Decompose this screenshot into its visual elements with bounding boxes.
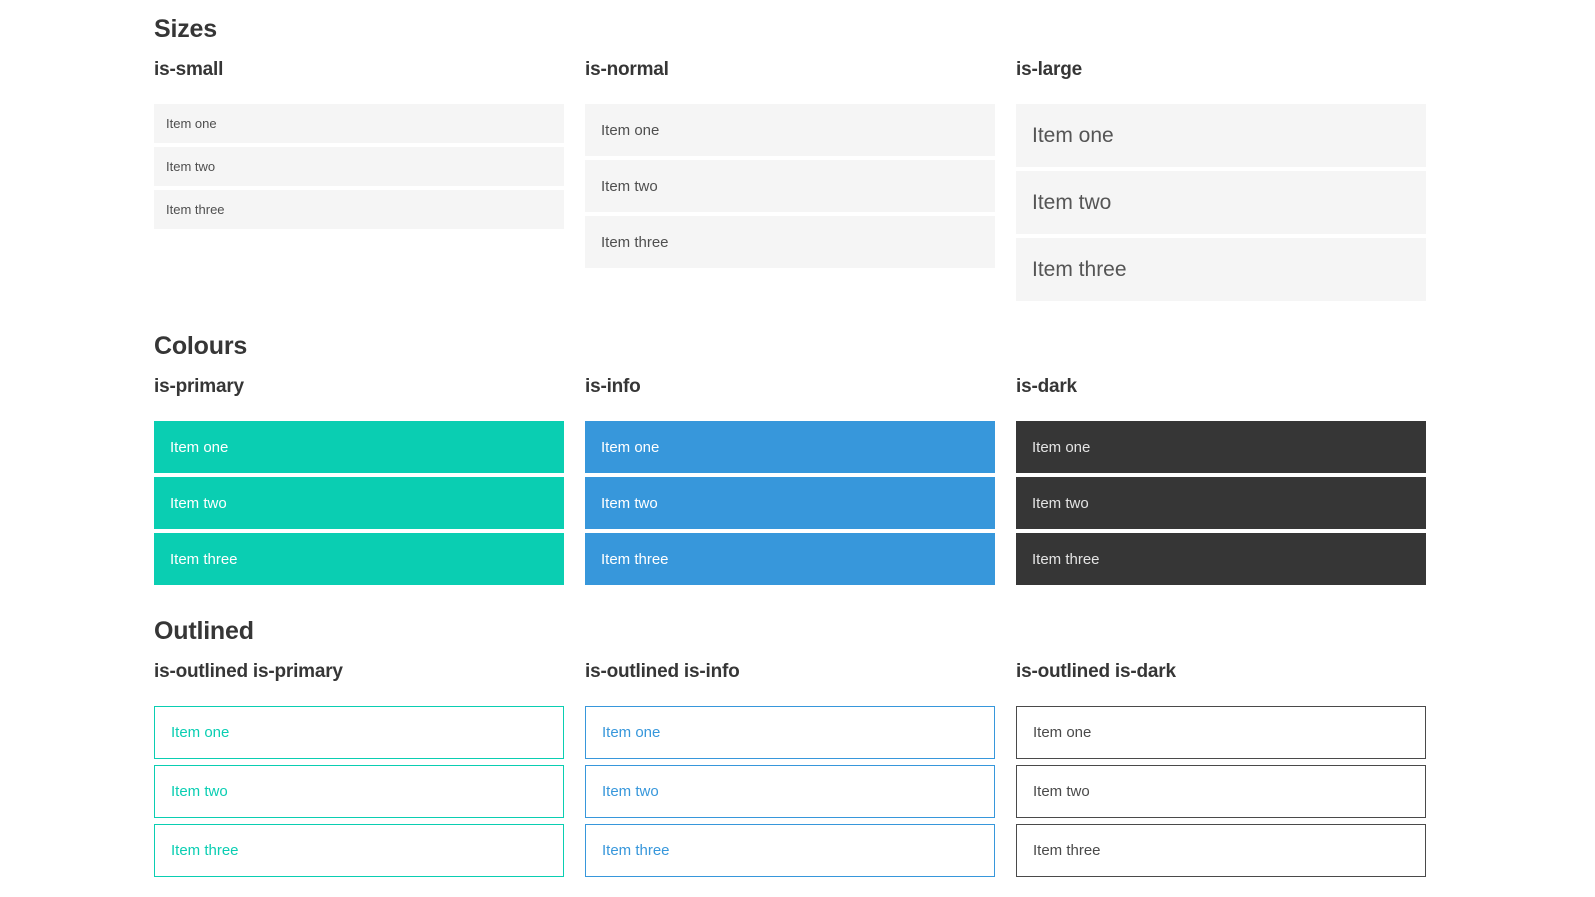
- list-item[interactable]: Item three: [154, 533, 564, 585]
- list-item[interactable]: Item three: [585, 216, 995, 268]
- section-title: Sizes: [154, 15, 217, 43]
- item-list: Item one Item two Item three: [154, 421, 564, 585]
- variant-heading: is-info: [585, 376, 641, 397]
- item-list: Item one Item two Item three: [1016, 706, 1426, 877]
- list-item[interactable]: Item three: [585, 533, 995, 585]
- list-item[interactable]: Item one: [585, 104, 995, 156]
- list-item[interactable]: Item one: [154, 706, 564, 759]
- item-list: Item one Item two Item three: [1016, 104, 1426, 301]
- variant-group-color-info: is-info Item one Item two Item three: [585, 361, 995, 585]
- list-item[interactable]: Item one: [154, 421, 564, 473]
- item-list: Item one Item two Item three: [585, 104, 995, 268]
- list-item[interactable]: Item two: [154, 147, 564, 186]
- section-title: Outlined: [154, 617, 254, 645]
- variant-heading: is-dark: [1016, 376, 1077, 397]
- list-item[interactable]: Item two: [1016, 765, 1426, 818]
- component-showcase-page: Sizes is-small Item one Item two Item th…: [154, 14, 1426, 877]
- item-list: Item one Item two Item three: [585, 706, 995, 877]
- list-item[interactable]: Item one: [154, 104, 564, 143]
- list-item[interactable]: Item one: [1016, 421, 1426, 473]
- list-item[interactable]: Item one: [1016, 706, 1426, 759]
- variant-group-size-normal: is-normal Item one Item two Item three: [585, 44, 995, 268]
- item-list: Item one Item two Item three: [154, 104, 564, 229]
- section-title: Colours: [154, 332, 248, 360]
- variant-group-outlined-primary: is-outlined is-primary Item one Item two…: [154, 646, 564, 877]
- item-list: Item one Item two Item three: [585, 421, 995, 585]
- list-item[interactable]: Item one: [585, 421, 995, 473]
- section-outlined: Outlined is-outlined is-primary Item one…: [154, 616, 1426, 877]
- list-item[interactable]: Item two: [154, 765, 564, 818]
- list-item[interactable]: Item three: [1016, 238, 1426, 301]
- list-item[interactable]: Item two: [585, 160, 995, 212]
- variant-heading: is-small: [154, 59, 224, 80]
- list-item[interactable]: Item two: [1016, 171, 1426, 234]
- list-item[interactable]: Item three: [154, 190, 564, 229]
- list-item[interactable]: Item two: [154, 477, 564, 529]
- list-item[interactable]: Item two: [585, 477, 995, 529]
- variant-group-color-dark: is-dark Item one Item two Item three: [1016, 361, 1426, 585]
- variant-heading: is-outlined is-dark: [1016, 661, 1176, 682]
- list-item[interactable]: Item two: [585, 765, 995, 818]
- list-item[interactable]: Item two: [1016, 477, 1426, 529]
- variant-group-size-small: is-small Item one Item two Item three: [154, 44, 564, 229]
- variant-heading: is-outlined is-primary: [154, 661, 343, 682]
- variant-group-color-primary: is-primary Item one Item two Item three: [154, 361, 564, 585]
- list-item[interactable]: Item one: [1016, 104, 1426, 167]
- section-columns: is-small Item one Item two Item three is…: [154, 44, 1426, 301]
- variant-heading: is-normal: [585, 59, 669, 80]
- variant-heading: is-outlined is-info: [585, 661, 740, 682]
- item-list: Item one Item two Item three: [154, 706, 564, 877]
- variant-group-outlined-info: is-outlined is-info Item one Item two It…: [585, 646, 995, 877]
- item-list: Item one Item two Item three: [1016, 421, 1426, 585]
- section-columns: is-primary Item one Item two Item three …: [154, 361, 1426, 585]
- list-item[interactable]: Item one: [585, 706, 995, 759]
- list-item[interactable]: Item three: [154, 824, 564, 877]
- section-sizes: Sizes is-small Item one Item two Item th…: [154, 14, 1426, 301]
- list-item[interactable]: Item three: [585, 824, 995, 877]
- list-item[interactable]: Item three: [1016, 533, 1426, 585]
- variant-heading: is-primary: [154, 376, 244, 397]
- section-columns: is-outlined is-primary Item one Item two…: [154, 646, 1426, 877]
- variant-heading: is-large: [1016, 59, 1082, 80]
- variant-group-outlined-dark: is-outlined is-dark Item one Item two It…: [1016, 646, 1426, 877]
- variant-group-size-large: is-large Item one Item two Item three: [1016, 44, 1426, 301]
- section-colours: Colours is-primary Item one Item two Ite…: [154, 331, 1426, 585]
- list-item[interactable]: Item three: [1016, 824, 1426, 877]
